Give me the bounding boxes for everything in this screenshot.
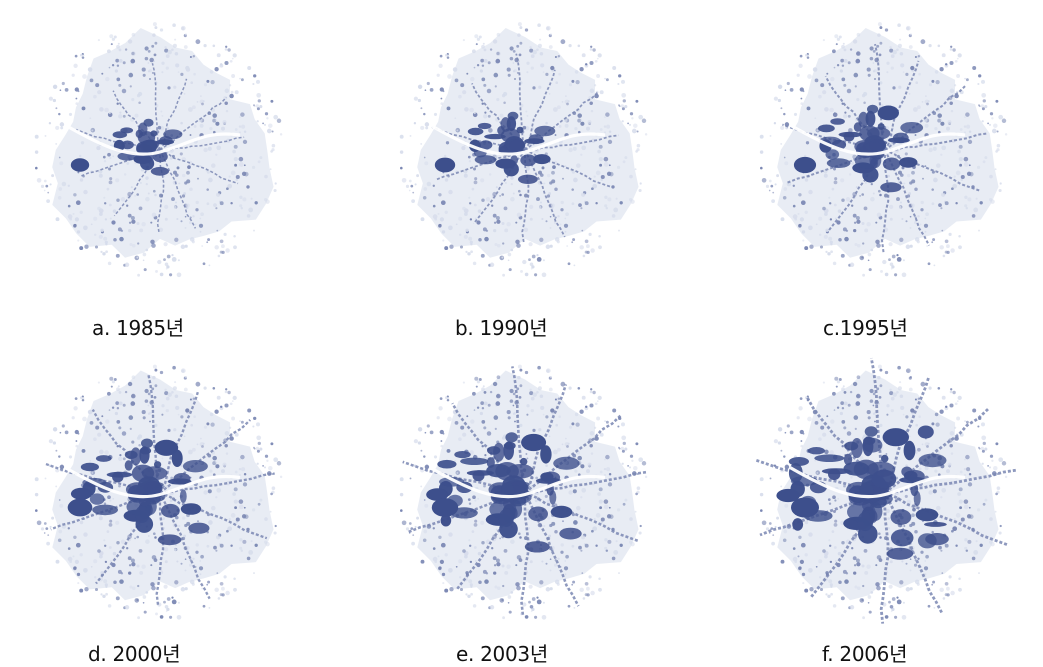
map-caption-1990: b. 1990년	[455, 316, 548, 340]
map-panel-1990	[375, 5, 705, 290]
urban-core	[434, 111, 556, 184]
urban-map-2003	[399, 364, 649, 620]
urban-core	[776, 425, 949, 560]
river-line	[429, 466, 606, 499]
map-panel-2000	[10, 345, 340, 635]
map-caption-2003: e. 2003년	[456, 642, 548, 666]
map-panel-1995	[735, 5, 1043, 290]
river-line	[789, 466, 966, 499]
map-panel-1985	[10, 5, 340, 290]
urban-core	[67, 438, 210, 546]
map-caption-1985: a. 1985년	[92, 316, 184, 340]
urban-map-1990	[399, 22, 648, 278]
map-panel-2003	[375, 345, 705, 635]
urban-map-1985	[34, 22, 283, 278]
urban-core	[426, 432, 582, 553]
river-line	[64, 123, 241, 156]
periphery-speckles	[399, 22, 648, 278]
map-caption-2006: f. 2006년	[822, 642, 908, 666]
river-line	[429, 123, 606, 156]
urban-core	[70, 118, 183, 176]
periphery-speckles	[399, 364, 648, 620]
river-line	[789, 123, 966, 156]
periphery-speckles	[34, 22, 283, 278]
map-caption-1995: c.1995년	[823, 316, 908, 340]
urban-map-1995	[759, 22, 1008, 278]
urban-core	[793, 104, 924, 193]
map-caption-2000: d. 2000년	[88, 642, 181, 666]
urban-map-2000	[34, 364, 283, 620]
urban-map-2006	[754, 357, 1017, 624]
map-panel-2006	[735, 345, 1043, 635]
river-line	[64, 466, 241, 499]
